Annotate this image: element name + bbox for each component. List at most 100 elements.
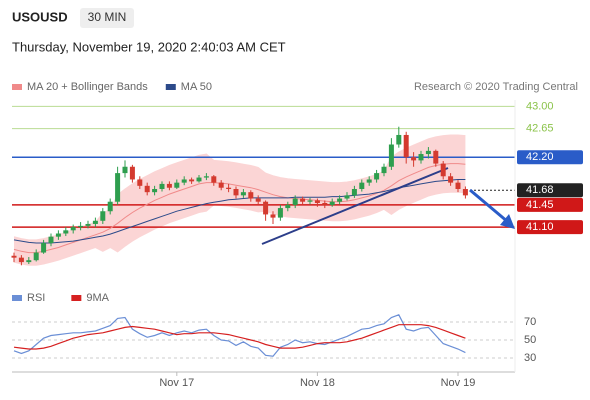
- candle-body: [292, 198, 298, 205]
- legend-label: 9MA: [86, 292, 109, 304]
- candle-body: [92, 220, 98, 224]
- candle-body: [78, 225, 84, 228]
- level-label: 41.45: [526, 199, 554, 211]
- candle-body: [462, 189, 468, 196]
- candle-body: [344, 195, 350, 199]
- candle-body: [314, 200, 320, 203]
- candle-body: [351, 189, 357, 196]
- candle-body: [63, 230, 69, 234]
- legend-swatch: [12, 84, 22, 90]
- symbol: USOUSD: [12, 9, 68, 24]
- candle-body: [322, 202, 328, 205]
- candle-body: [18, 257, 24, 263]
- candle-body: [248, 192, 254, 199]
- candle-body: [448, 176, 454, 183]
- candle-body: [211, 176, 217, 183]
- datetime: Thursday, November 19, 2020 2:40:03 AM C…: [12, 39, 286, 54]
- candle-body: [403, 134, 409, 158]
- candle-body: [307, 200, 313, 202]
- candle-body: [189, 179, 195, 182]
- moving-average: [13, 163, 466, 254]
- candle-body: [270, 214, 276, 218]
- candle-body: [196, 177, 202, 182]
- candle-body: [70, 227, 76, 231]
- candle-body: [359, 182, 365, 189]
- candle-body: [263, 201, 269, 215]
- candle-body: [115, 173, 121, 202]
- candle-body: [329, 201, 335, 205]
- legend-swatch: [12, 295, 22, 301]
- candle-body: [233, 189, 239, 196]
- arrow-head: [500, 214, 515, 229]
- candle-body: [388, 144, 394, 167]
- candle-body: [55, 233, 61, 237]
- legend-label: MA 50: [181, 81, 212, 93]
- candle-body: [381, 166, 387, 174]
- rsi-line: [13, 324, 466, 350]
- candle-body: [122, 166, 128, 174]
- candle-body: [144, 185, 150, 193]
- candle-body: [159, 183, 165, 189]
- candle-body: [181, 179, 187, 183]
- level-box: [517, 183, 583, 198]
- candle-body: [425, 150, 431, 155]
- bollinger-lower: [13, 191, 466, 266]
- legend-swatch: [165, 84, 176, 90]
- level-box: [517, 150, 583, 165]
- bollinger-band: [14, 135, 466, 266]
- candle-body: [166, 183, 172, 188]
- candle-body: [11, 255, 17, 258]
- rsi-tick-label: 30: [524, 352, 536, 364]
- candle-body: [366, 179, 372, 183]
- candle-body: [226, 187, 232, 189]
- candle-body: [300, 198, 306, 202]
- credit: Research © 2020 Trading Central: [414, 81, 578, 93]
- rsi-tick-label: 70: [524, 316, 536, 328]
- x-tick-label: Nov 18: [300, 377, 335, 389]
- timeframe: 30 MIN: [88, 10, 127, 24]
- candle-body: [277, 208, 283, 218]
- legend-label: MA 20 + Bollinger Bands: [27, 81, 148, 93]
- candle-body: [411, 157, 417, 161]
- level-label: 41.68: [526, 184, 554, 196]
- candle-body: [418, 154, 424, 161]
- candle-body: [374, 173, 380, 180]
- level-label: 42.65: [526, 123, 554, 135]
- candle-body: [396, 134, 402, 145]
- forecast-arrow: [469, 188, 509, 224]
- level-box: [517, 197, 583, 212]
- candle-body: [455, 182, 461, 189]
- level-label: 42.20: [526, 151, 554, 163]
- candle-body: [218, 182, 224, 188]
- level-box: [517, 220, 583, 235]
- candle-body: [285, 204, 291, 209]
- candle-body: [33, 252, 39, 261]
- level-label: 41.10: [526, 221, 554, 233]
- candle-body: [26, 260, 32, 263]
- candle-body: [41, 243, 47, 253]
- rsi-tick-label: 50: [524, 334, 536, 346]
- candle-body: [240, 192, 246, 196]
- candle-body: [440, 163, 446, 177]
- rsi-line: [13, 314, 466, 357]
- candle-body: [129, 166, 135, 180]
- candle-body: [85, 223, 91, 226]
- moving-average: [13, 179, 466, 244]
- candle-body: [107, 201, 113, 212]
- timeframe-box: [80, 8, 134, 28]
- x-tick-label: Nov 19: [441, 377, 476, 389]
- candle-body: [337, 198, 343, 202]
- candle-body: [255, 198, 261, 202]
- trend-line: [261, 167, 449, 245]
- level-label: 43.00: [526, 100, 554, 112]
- legend-swatch: [71, 295, 82, 301]
- candle-body: [203, 176, 209, 178]
- candle-body: [48, 236, 54, 244]
- candle-body: [174, 182, 180, 188]
- candle-body: [100, 211, 106, 221]
- candle-body: [433, 150, 439, 164]
- x-tick-label: Nov 17: [159, 377, 194, 389]
- legend-label: RSI: [27, 292, 45, 304]
